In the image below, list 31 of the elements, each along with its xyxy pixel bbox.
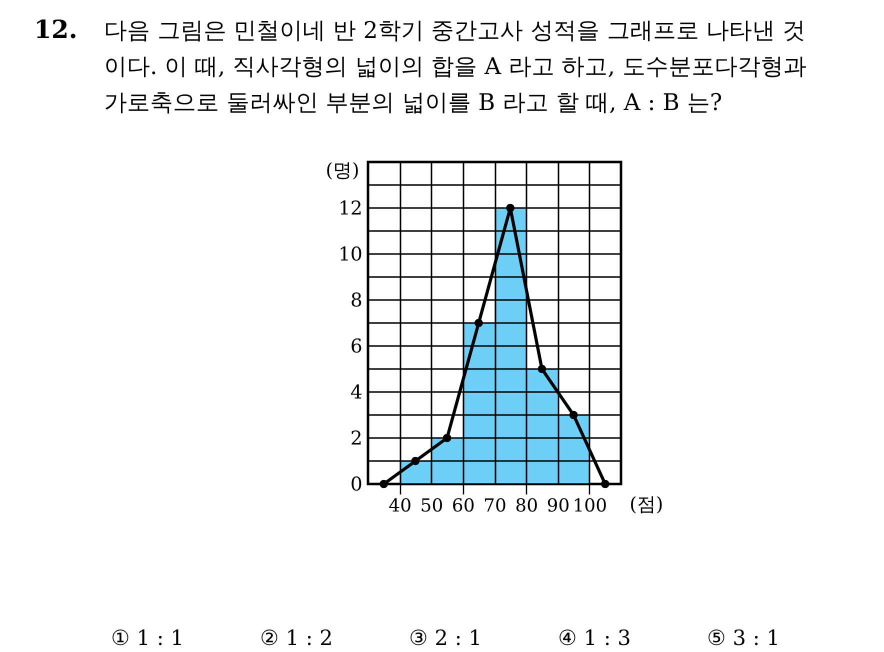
x-tick-label: 80 [515, 496, 538, 516]
x-tick-label: 70 [484, 496, 506, 516]
text: ④ 1 : 3 [558, 626, 631, 650]
point [506, 204, 514, 212]
text: ② 1 : 2 [260, 626, 333, 650]
y-tick-label: 10 [338, 244, 362, 266]
point [380, 480, 388, 488]
y-axis-title: (명) [326, 160, 360, 182]
y-tick-label: 0 [350, 474, 362, 496]
y-tick-label: 6 [350, 336, 362, 358]
chart-title: 다음 그림은 민철이네 반 2학기 중간고사 성적을 그래프로 나타낸 것 이다. 이 때, 직사각형의 넓이의 합을 A 라고 하고, 도수분포다각형과 가로축으로 둘러싸인 부분의 넓이를 B 라고 할 때, A : B 는? [104, 18, 806, 116]
point [442, 434, 452, 442]
point [601, 480, 610, 488]
point [569, 410, 578, 420]
x-tick-label: 100 [572, 496, 608, 516]
text: ③ 2 : 1 [409, 626, 482, 650]
y-tick-label: 8 [350, 290, 362, 312]
text: ⑤ 3 : 1 [707, 626, 780, 650]
point [411, 456, 420, 466]
text: ① 1 : 1 [111, 626, 184, 650]
x-tick-label: 50 [420, 496, 444, 516]
y-tick-label: 4 [350, 382, 362, 404]
x-tick-label: 40 [388, 496, 412, 516]
x-tick-label: 90 [546, 496, 570, 516]
text: 12. [34, 15, 78, 44]
y-tick-label: 12 [338, 198, 362, 220]
point [474, 318, 483, 328]
y-tick-label: 2 [350, 428, 362, 450]
point [538, 364, 546, 374]
x-tick-label: 60 [452, 496, 475, 516]
x-axis-title: (점) [630, 494, 664, 516]
